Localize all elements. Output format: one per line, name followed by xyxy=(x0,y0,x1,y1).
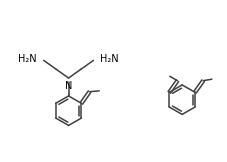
Text: N: N xyxy=(65,81,72,91)
Text: H₂N: H₂N xyxy=(100,54,119,64)
Text: H₂N: H₂N xyxy=(18,54,37,64)
